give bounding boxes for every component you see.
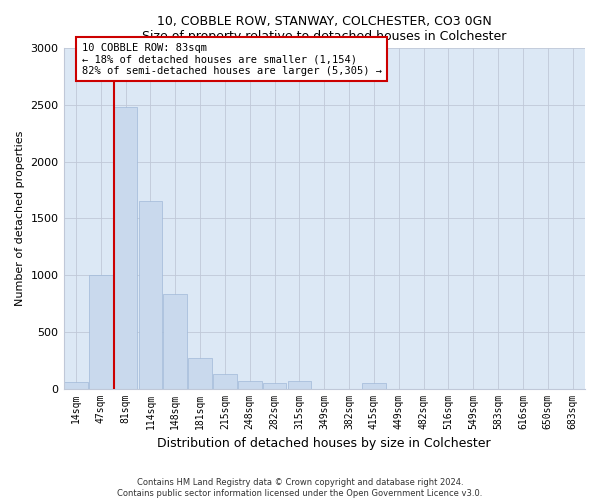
Bar [139,202,162,388]
Bar [263,383,286,388]
Y-axis label: Number of detached properties: Number of detached properties [15,131,25,306]
Bar [287,380,311,388]
Bar [188,358,212,388]
Bar [114,108,137,388]
X-axis label: Distribution of detached houses by size in Colchester: Distribution of detached houses by size … [157,437,491,450]
Bar [238,381,262,388]
Text: 10 COBBLE ROW: 83sqm
← 18% of detached houses are smaller (1,154)
82% of semi-de: 10 COBBLE ROW: 83sqm ← 18% of detached h… [82,42,382,76]
Title: 10, COBBLE ROW, STANWAY, COLCHESTER, CO3 0GN
Size of property relative to detach: 10, COBBLE ROW, STANWAY, COLCHESTER, CO3… [142,15,506,43]
Bar [64,382,88,388]
Text: Contains HM Land Registry data © Crown copyright and database right 2024.
Contai: Contains HM Land Registry data © Crown c… [118,478,482,498]
Bar [362,383,386,388]
Bar [163,294,187,388]
Bar [213,374,237,388]
Bar [89,275,113,388]
